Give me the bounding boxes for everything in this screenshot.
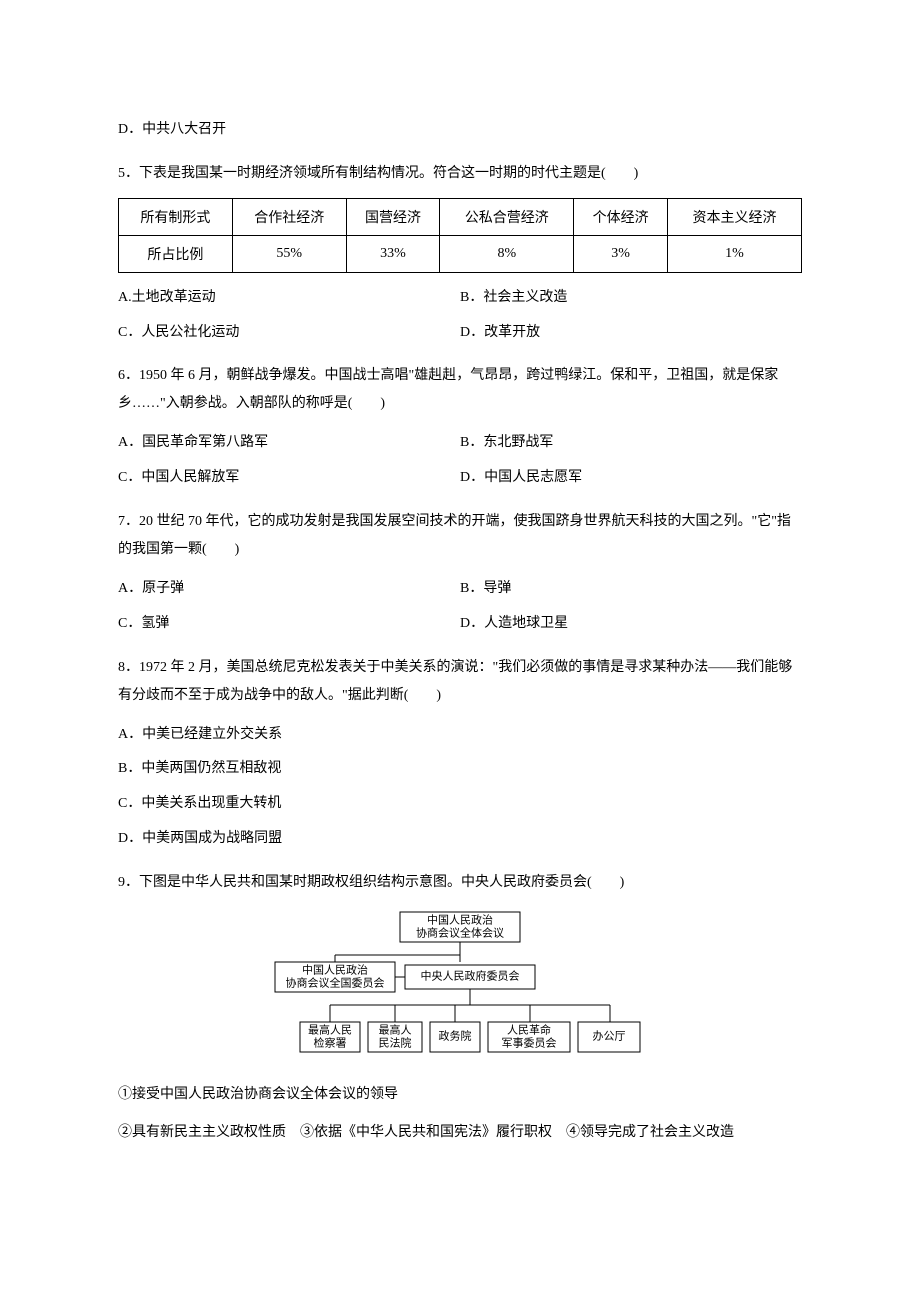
q6-options-row2: C．中国人民解放军 D．中国人民志愿军: [118, 463, 802, 494]
q8-option-a: A．中美已经建立外交关系: [118, 720, 802, 751]
table-cell: 33%: [346, 235, 440, 272]
diagram-b1-line2: 民法院: [379, 1035, 412, 1049]
table-cell: 国营经济: [346, 198, 440, 235]
q7-options-row2: C．氢弹 D．人造地球卫星: [118, 609, 802, 640]
q5-option-b: B．社会主义改造: [460, 283, 802, 314]
q8-option-c: C．中美关系出现重大转机: [118, 789, 802, 820]
q6-option-c: C．中国人民解放军: [118, 463, 460, 494]
diagram-b3-line2: 军事委员会: [502, 1036, 557, 1049]
q5-option-d: D．改革开放: [460, 318, 802, 349]
diagram-b1-line1: 最高人: [379, 1022, 412, 1036]
diagram-left-line1: 中国人民政治: [302, 962, 368, 976]
q5-table: 所有制形式 合作社经济 国营经济 公私合营经济 个体经济 资本主义经济 所占比例…: [118, 198, 802, 273]
diagram-left-line2: 协商会议全国委员会: [286, 975, 385, 989]
q6-option-d: D．中国人民志愿军: [460, 463, 802, 494]
q9-diagram: 中国人民政治 协商会议全体会议 中国人民政治 协商会议全国委员会 中央人民政府委…: [118, 907, 802, 1067]
table-cell: 个体经济: [574, 198, 668, 235]
diagram-b0-line1: 最高人民: [308, 1022, 352, 1036]
table-cell: 3%: [574, 235, 668, 272]
q7-options-row1: A．原子弹 B．导弹: [118, 574, 802, 605]
q9-sub2: ②具有新民主主义政权性质 ③依据《中华人民共和国宪法》履行职权 ④领导完成了社会…: [118, 1119, 802, 1147]
table-cell: 1%: [667, 235, 801, 272]
diagram-top-line1: 中国人民政治: [427, 912, 493, 926]
diagram-b3-line1: 人民革命: [507, 1022, 551, 1036]
q7-option-c: C．氢弹: [118, 609, 460, 640]
table-cell: 8%: [440, 235, 574, 272]
q7-text: 7．20 世纪 70 年代，它的成功发射是我国发展空间技术的开端，使我国跻身世界…: [118, 508, 802, 564]
diagram-top-line2: 协商会议全体会议: [416, 925, 504, 939]
table-cell: 所有制形式: [119, 198, 233, 235]
q8-text: 8．1972 年 2 月，美国总统尼克松发表关于中美关系的演说："我们必须做的事…: [118, 654, 802, 710]
q5-text: 5．下表是我国某一时期经济领域所有制结构情况。符合这一时期的时代主题是( ): [118, 160, 802, 188]
diagram-b4-line1: 办公厅: [593, 1029, 626, 1042]
q5-option-c: C．人民公社化运动: [118, 318, 460, 349]
q7-option-a: A．原子弹: [118, 574, 460, 605]
table-cell: 所占比例: [119, 235, 233, 272]
diagram-b2-line1: 政务院: [439, 1028, 472, 1042]
table-row: 所占比例 55% 33% 8% 3% 1%: [119, 235, 802, 272]
q9-text: 9．下图是中华人民共和国某时期政权组织结构示意图。中央人民政府委员会( ): [118, 869, 802, 897]
q6-option-a: A．国民革命军第八路军: [118, 428, 460, 459]
table-row: 所有制形式 合作社经济 国营经济 公私合营经济 个体经济 资本主义经济: [119, 198, 802, 235]
table-cell: 公私合营经济: [440, 198, 574, 235]
table-cell: 资本主义经济: [667, 198, 801, 235]
q5-options-row1: A.土地改革运动 B．社会主义改造: [118, 283, 802, 314]
q7-option-b: B．导弹: [460, 574, 802, 605]
q8-option-d: D．中美两国成为战略同盟: [118, 824, 802, 855]
diagram-b0-line2: 检察署: [314, 1035, 347, 1049]
q4-option-d: D．中共八大召开: [118, 115, 802, 146]
q6-option-b: B．东北野战军: [460, 428, 802, 459]
q9-sub1: ①接受中国人民政治协商会议全体会议的领导: [118, 1081, 802, 1109]
q5-option-a: A.土地改革运动: [118, 283, 460, 314]
q7-option-d: D．人造地球卫星: [460, 609, 802, 640]
q8-option-b: B．中美两国仍然互相敌视: [118, 754, 802, 785]
q6-text: 6．1950 年 6 月，朝鲜战争爆发。中国战士高唱"雄赳赳，气昂昂，跨过鸭绿江…: [118, 362, 802, 418]
table-cell: 55%: [232, 235, 346, 272]
table-cell: 合作社经济: [232, 198, 346, 235]
diagram-center: 中央人民政府委员会: [421, 968, 520, 982]
org-chart-svg: 中国人民政治 协商会议全体会议 中国人民政治 协商会议全国委员会 中央人民政府委…: [270, 907, 650, 1067]
q5-options-row2: C．人民公社化运动 D．改革开放: [118, 318, 802, 349]
q6-options-row1: A．国民革命军第八路军 B．东北野战军: [118, 428, 802, 459]
